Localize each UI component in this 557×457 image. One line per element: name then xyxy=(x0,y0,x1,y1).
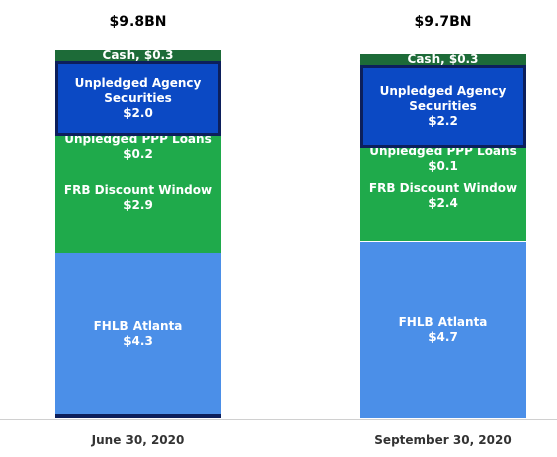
label-part: $4.3 xyxy=(123,333,153,348)
label-part: $0.1 xyxy=(428,158,458,173)
data-label: Unpledged Agency Securities $2.2 xyxy=(368,84,518,129)
data-label: FHLB Atlanta $4.7 xyxy=(368,315,518,345)
label-part: $0.3 xyxy=(448,51,479,66)
bar-segment xyxy=(360,147,526,152)
data-label: Unpledged Agency Securities $2.0 xyxy=(63,76,213,121)
data-label: FRB Discount Window $2.4 xyxy=(368,181,518,211)
baseline xyxy=(0,419,557,420)
bar-segment xyxy=(360,65,526,148)
label-part: Unpledged Agency Securities xyxy=(74,76,202,106)
label-part: $0.2 xyxy=(123,147,153,162)
bar-segment xyxy=(360,53,526,65)
x-tick-label: September 30, 2020 xyxy=(374,433,512,447)
x-tick-label: June 30, 2020 xyxy=(91,433,185,447)
bar-segment xyxy=(360,241,526,418)
data-label: Unpledged PPP Loans $0.2 xyxy=(63,132,213,162)
bar-segment xyxy=(55,252,221,415)
bar-segment xyxy=(55,61,221,137)
label-part: $2.2 xyxy=(428,113,458,128)
label-part: Cash xyxy=(102,48,136,63)
bar-segment xyxy=(360,151,526,242)
label-part: Unpledged Agency Securities xyxy=(379,83,507,113)
label-part: $0.3 xyxy=(143,48,174,63)
data-label: FHLB Atlanta $4.3 xyxy=(63,319,213,349)
label-part: FHLB Atlanta xyxy=(93,318,183,333)
bar-segment xyxy=(55,414,221,418)
data-label: Cash $0.3 xyxy=(368,52,518,67)
label-part: $2.4 xyxy=(428,196,458,211)
label-part: Cash xyxy=(407,51,441,66)
label-part xyxy=(440,52,449,66)
label-part: $4.7 xyxy=(428,329,458,344)
data-label: Unpledged PPP Loans $0.1 xyxy=(368,144,518,174)
label-part: $2.9 xyxy=(123,198,153,213)
total-label: $9.7BN xyxy=(414,14,472,30)
total-label: $9.8BN xyxy=(109,14,167,30)
label-part: FHLB Atlanta xyxy=(398,314,488,329)
label-part: FRB Discount Window xyxy=(63,183,213,198)
bar-segment xyxy=(55,50,221,62)
label-part xyxy=(135,48,144,62)
bar-segment xyxy=(55,136,221,144)
data-label: Cash $0.3 xyxy=(63,48,213,63)
bar-segment xyxy=(55,143,221,253)
label-part: FRB Discount Window xyxy=(368,181,518,196)
label-part: $2.0 xyxy=(123,106,153,121)
data-label: FRB Discount Window $2.9 xyxy=(63,183,213,213)
